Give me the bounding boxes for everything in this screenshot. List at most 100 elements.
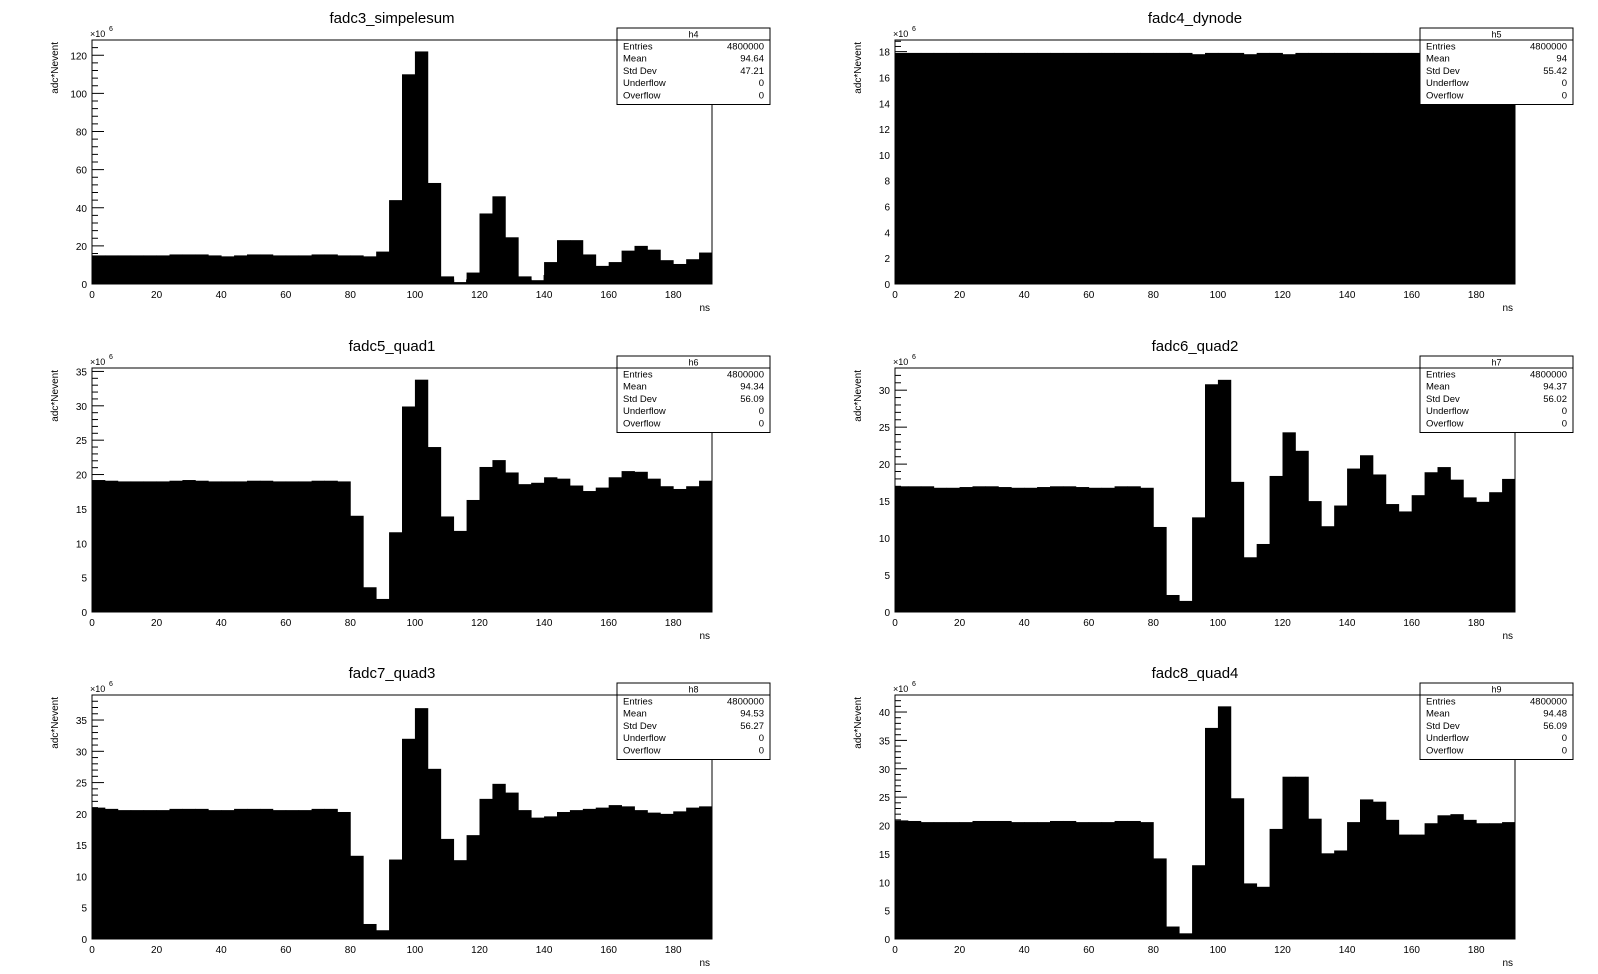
stats-label: Overflow xyxy=(1426,91,1464,102)
histogram-bin xyxy=(1476,52,1490,284)
histogram-bin xyxy=(1437,467,1451,612)
x-tick-label: 100 xyxy=(407,945,424,956)
x-axis-label: ns xyxy=(1502,958,1513,969)
stats-label: Entries xyxy=(1426,369,1456,380)
stats-value: 0 xyxy=(759,733,764,744)
histogram-bars xyxy=(895,706,1516,939)
histogram-bin xyxy=(1360,455,1374,612)
histogram-bars xyxy=(92,708,713,939)
histogram-bin xyxy=(1230,481,1245,612)
histogram-bin xyxy=(544,816,558,939)
stats-value: 0 xyxy=(1562,746,1567,757)
histogram-bin xyxy=(1256,886,1270,939)
x-tick-label: 80 xyxy=(1148,618,1160,629)
histogram-bin xyxy=(557,478,571,612)
histogram-bin xyxy=(998,52,1012,284)
histogram-bin xyxy=(1450,52,1464,284)
histogram-bin xyxy=(1088,52,1103,284)
histogram-bin xyxy=(1205,52,1219,284)
histogram-bin xyxy=(582,254,597,284)
histogram-bin xyxy=(1011,822,1025,939)
stats-label: Mean xyxy=(1426,54,1450,65)
histogram-bin xyxy=(247,480,261,612)
histogram-bin xyxy=(1166,594,1180,612)
histogram-bin xyxy=(440,276,455,285)
x-tick-label: 80 xyxy=(345,290,357,301)
histogram-bin xyxy=(1205,727,1219,939)
histogram-bin xyxy=(402,738,416,939)
stats-label: Underflow xyxy=(623,733,666,744)
histogram-bin xyxy=(1269,828,1283,939)
stats-label: Std Dev xyxy=(623,721,657,732)
y-tick-label: 8 xyxy=(884,177,890,188)
y-tick-label: 30 xyxy=(76,747,88,758)
y-tick-label: 40 xyxy=(76,204,88,215)
histogram-bin xyxy=(660,813,674,939)
x-tick-label: 40 xyxy=(1019,618,1031,629)
histogram-bin xyxy=(298,481,312,612)
y-tick-label: 100 xyxy=(70,89,87,100)
histogram-bin xyxy=(1050,820,1064,939)
histogram-bin xyxy=(1243,883,1258,939)
histogram-bin xyxy=(699,252,713,284)
y-tick-label: 35 xyxy=(76,716,88,727)
x-tick-label: 180 xyxy=(665,945,682,956)
histogram-bin xyxy=(647,812,661,939)
histogram-bin xyxy=(453,530,467,612)
histogram-bin xyxy=(1192,517,1206,612)
histogram-bin xyxy=(285,810,300,939)
histogram-bin xyxy=(453,282,467,284)
stats-label: Std Dev xyxy=(1426,394,1460,405)
stats-value: 4800000 xyxy=(727,41,764,52)
histogram-bin xyxy=(221,810,235,939)
chart-title: fadc7_quad3 xyxy=(349,665,436,682)
x-tick-label: 60 xyxy=(280,618,292,629)
stats-name: h6 xyxy=(688,358,698,368)
histogram-bin xyxy=(350,855,364,939)
stats-box: h5 Entries 4800000 Mean 94 Std Dev 55.42 Underf… xyxy=(1419,27,1574,105)
histogram-bin xyxy=(920,52,935,284)
x-tick-label: 120 xyxy=(471,945,488,956)
chart-title: fadc5_quad1 xyxy=(349,338,436,355)
y-multiplier-exponent: 6 xyxy=(912,681,916,688)
histogram-bin xyxy=(647,249,661,284)
histogram-bin xyxy=(1360,799,1374,939)
y-tick-label: 25 xyxy=(76,436,88,447)
y-tick-label: 14 xyxy=(879,99,891,110)
y-tick-label: 10 xyxy=(879,534,891,545)
histogram-bin xyxy=(221,481,235,612)
stats-name: h5 xyxy=(1491,30,1501,40)
histogram-bin xyxy=(182,480,196,612)
histogram-bin xyxy=(920,486,935,612)
x-tick-label: 140 xyxy=(536,290,553,301)
histogram-bin xyxy=(557,811,571,939)
histogram-bin xyxy=(647,478,661,612)
histogram-bin xyxy=(895,486,909,612)
histogram-bin xyxy=(1347,52,1361,284)
histogram-bin xyxy=(569,485,584,612)
histogram-bin xyxy=(285,481,300,612)
y-multiplier-exponent: 6 xyxy=(109,354,113,361)
x-tick-label: 100 xyxy=(407,618,424,629)
histogram-bin xyxy=(1205,384,1219,612)
histogram-bin xyxy=(1308,818,1322,939)
y-tick-label: 0 xyxy=(884,935,890,946)
histogram-bin xyxy=(169,254,183,284)
histogram-bin xyxy=(972,820,986,939)
histogram-bin xyxy=(634,810,648,939)
histogram-bin xyxy=(247,808,261,939)
y-axis-label: adc*Nevent xyxy=(853,42,864,94)
y-tick-label: 0 xyxy=(884,280,890,291)
stats-value: 94.34 xyxy=(740,382,764,393)
stats-box-frame xyxy=(1419,27,1574,105)
histogram-bin xyxy=(699,480,713,612)
histogram-bin xyxy=(1398,511,1413,612)
histogram-bin xyxy=(324,808,338,939)
histogram-bin xyxy=(1166,52,1180,284)
histogram-bin xyxy=(453,860,467,939)
histogram-bin xyxy=(492,460,506,612)
histogram-bin xyxy=(985,52,999,284)
histogram-bin xyxy=(959,52,973,284)
histogram-bin xyxy=(117,810,132,939)
